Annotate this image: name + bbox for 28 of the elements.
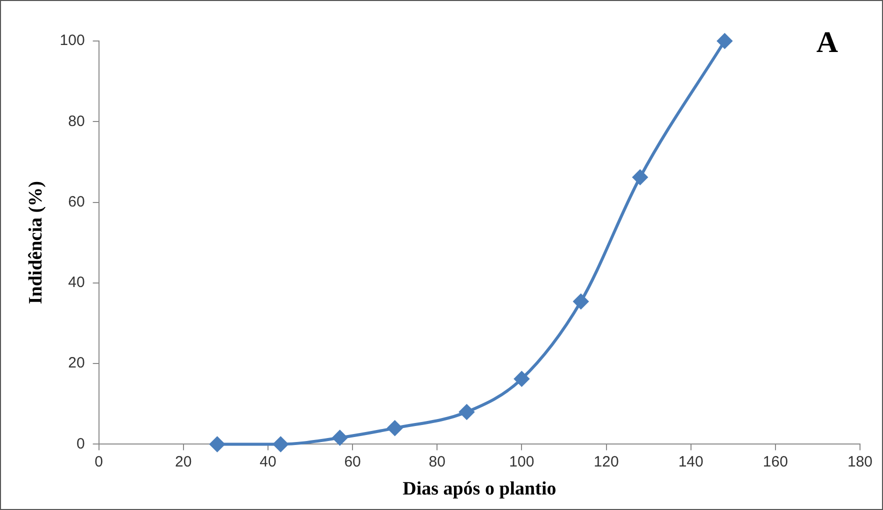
y-tick-label: 0 [76, 435, 85, 452]
point [573, 294, 588, 309]
point [273, 436, 288, 452]
y-axis-title: Indidência (%) [25, 181, 46, 304]
x-tick-label: 160 [762, 453, 788, 470]
y-tick-label: 80 [68, 112, 85, 130]
x-tick-label: 0 [94, 453, 103, 470]
y-tick-label: 100 [60, 32, 85, 50]
point [632, 170, 648, 185]
x-tick-label: 40 [260, 453, 276, 470]
x-tick-label: 80 [428, 453, 446, 470]
annotation: A [816, 26, 838, 59]
x-tick-label: 180 [847, 453, 873, 470]
point [514, 371, 530, 386]
point [332, 430, 348, 446]
y-tick-label: 60 [68, 193, 85, 210]
point [459, 404, 474, 420]
x-tick-label: 60 [344, 453, 361, 470]
x-tick-label: 140 [678, 453, 704, 470]
x-axis-title: Dias após o plantio [402, 478, 556, 500]
x-tick-label: 100 [509, 453, 534, 470]
y-tick-label: 40 [68, 274, 85, 292]
point [387, 420, 402, 436]
point [717, 34, 732, 48]
x-tick-label: 120 [594, 453, 619, 470]
y-tick-label: 20 [68, 354, 85, 372]
x-tick-label: 20 [175, 453, 192, 470]
point [210, 436, 225, 452]
